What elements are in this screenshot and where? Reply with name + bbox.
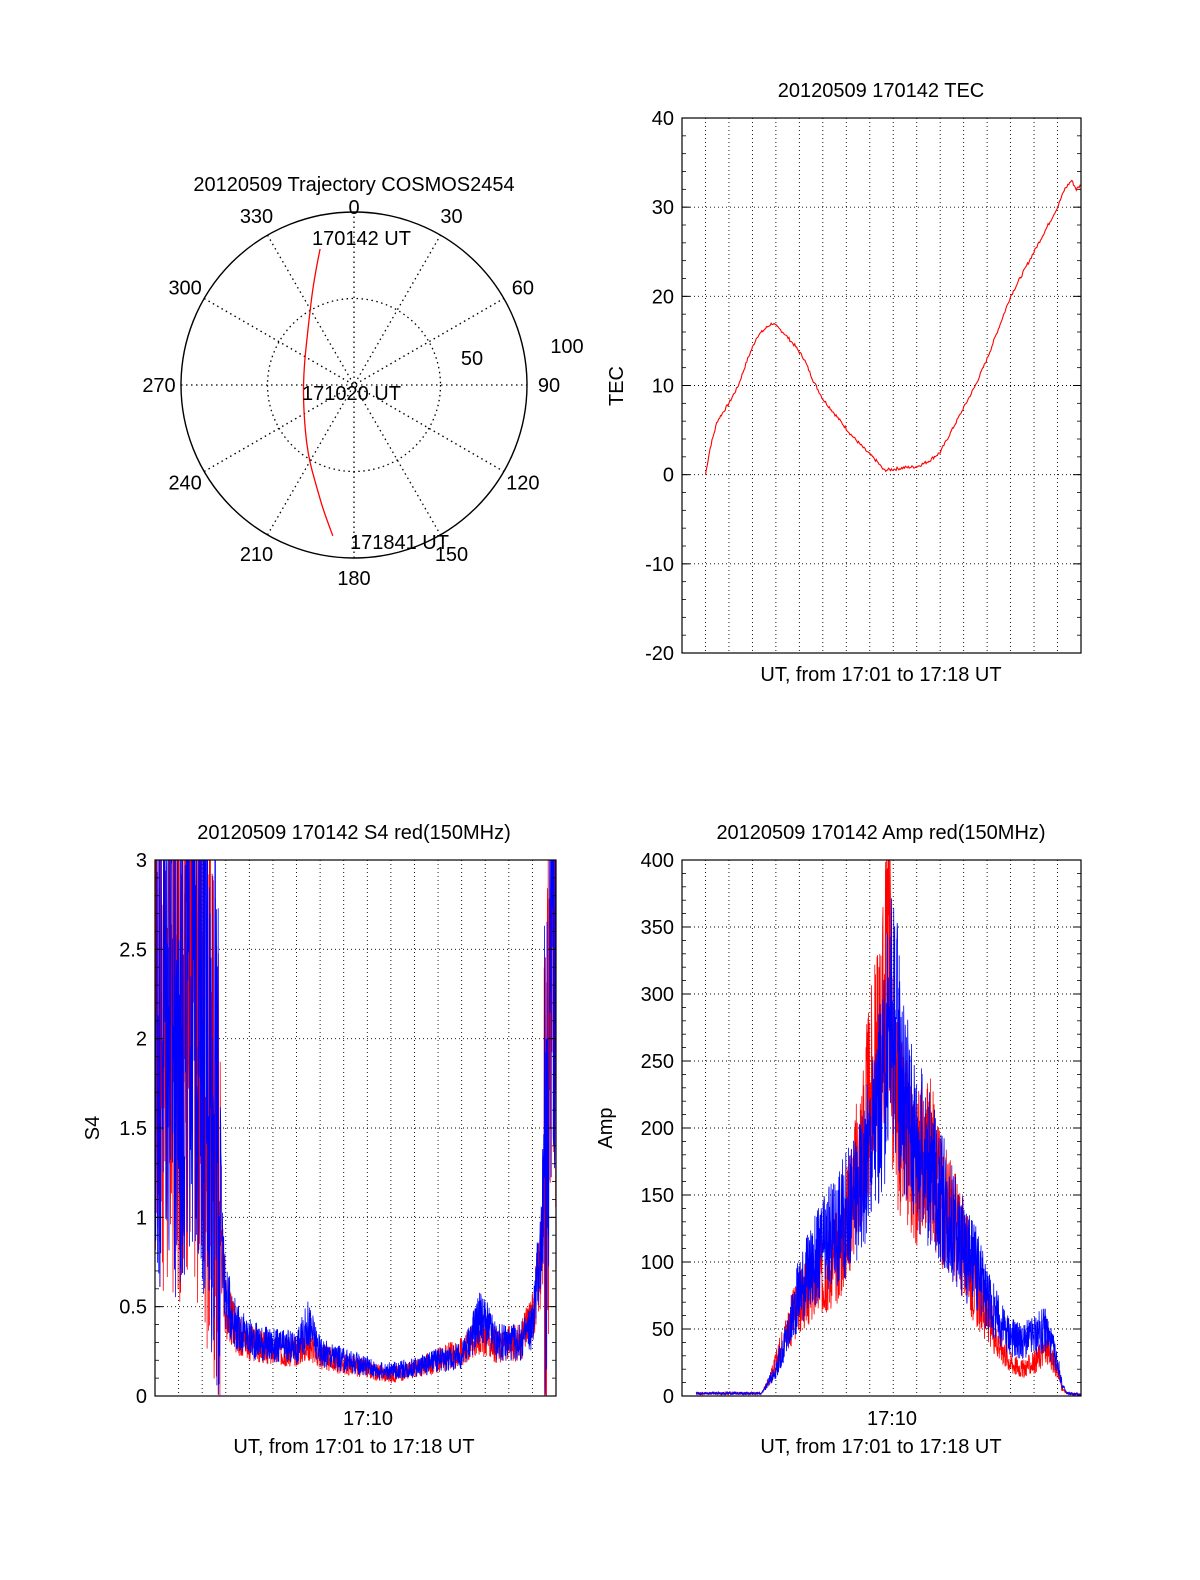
tec-title: 20120509 170142 TEC <box>778 80 984 102</box>
polar-trajectory-line <box>302 248 334 537</box>
y-tick-label: 0 <box>136 1386 147 1408</box>
polar-azimuth-label: 150 <box>435 544 468 566</box>
polar-time-mid: 171020 UT <box>302 383 401 405</box>
y-tick-label: 200 <box>641 1118 674 1140</box>
s4-xtick-label: 17:10 <box>343 1408 393 1430</box>
y-tick-label: 250 <box>641 1051 674 1073</box>
y-tick-label: 20 <box>652 286 674 308</box>
series-line-blue <box>695 898 1081 1396</box>
polar-azimuth-label: 240 <box>168 473 201 495</box>
polar-azimuth-label: 180 <box>337 568 370 590</box>
tec-ylabel: TEC <box>606 366 628 406</box>
s4-ylabel: S4 <box>82 1116 104 1140</box>
polar-radial-label-100: 100 <box>550 336 583 358</box>
s4-y-ticks: 0 0.5 1 1.5 2 2.5 3 <box>119 850 556 1408</box>
y-tick-label: 2.5 <box>119 939 147 961</box>
y-tick-label: 50 <box>652 1319 674 1341</box>
y-tick-label: 1.5 <box>119 1118 147 1140</box>
y-tick-label: 0.5 <box>119 1297 147 1319</box>
polar-time-end: 171841 UT <box>350 532 449 554</box>
polar-azimuth-label: 0 <box>348 197 359 219</box>
amp-y-ticks: 0 50 100 150 200 250 300 350 400 <box>641 850 1081 1408</box>
y-tick-label: 10 <box>652 376 674 398</box>
y-tick-label: 0 <box>663 465 674 487</box>
amp-series <box>695 860 1081 1396</box>
y-tick-label: -10 <box>645 554 674 576</box>
polar-grid <box>180 211 528 559</box>
polar-azimuth-label: 60 <box>512 278 534 300</box>
s4-series <box>155 860 556 1396</box>
polar-azimuth-label: 330 <box>240 206 273 228</box>
y-tick-label: 1 <box>136 1207 147 1229</box>
polar-azimuth-label: 90 <box>538 375 560 397</box>
tec-panel: 20120509 170142 TEC -20 -10 0 10 20 30 40 UT, … <box>606 80 1082 686</box>
s4-grid <box>155 860 556 1396</box>
y-tick-label: 2 <box>136 1029 147 1051</box>
amp-xlabel: UT, from 17:01 to 17:18 UT <box>760 1436 1001 1458</box>
s4-xlabel: UT, from 17:01 to 17:18 UT <box>233 1436 474 1458</box>
amp-panel: 20120509 170142 Amp red(150MHz) 0 50 100 15… <box>595 822 1082 1458</box>
y-tick-label: 350 <box>641 917 674 939</box>
polar-azimuth-label: 120 <box>506 473 539 495</box>
y-tick-label: 150 <box>641 1185 674 1207</box>
polar-title: 20120509 Trajectory COSMOS2454 <box>193 174 514 196</box>
amp-xtick-label: 17:10 <box>867 1408 917 1430</box>
amp-title: 20120509 170142 Amp red(150MHz) <box>716 822 1045 844</box>
polar-azimuth-label: 30 <box>440 206 462 228</box>
tec-frame <box>681 117 1082 654</box>
polar-azimuth-label: 210 <box>240 544 273 566</box>
s4-panel: 20120509 170142 S4 red(150MHz) 0 0.5 1 1.5 2… <box>82 822 557 1458</box>
series-line-red <box>704 179 1081 475</box>
y-tick-label: 40 <box>652 108 674 130</box>
polar-radial-label-50: 50 <box>461 348 483 370</box>
polar-azimuth-label: 270 <box>142 375 175 397</box>
tec-y-ticks: -20 -10 0 10 20 30 40 <box>645 108 1081 665</box>
y-tick-label: 30 <box>652 197 674 219</box>
series-line-blue <box>155 860 556 1395</box>
polar-azimuth-label: 300 <box>168 278 201 300</box>
y-tick-label: 100 <box>641 1252 674 1274</box>
y-tick-label: -20 <box>645 643 674 665</box>
y-tick-label: 0 <box>663 1386 674 1408</box>
polar-panel: 20120509 Trajectory COSMOS2454 0 30 60 90 12… <box>142 174 583 590</box>
y-tick-label: 3 <box>136 850 147 872</box>
s4-title: 20120509 170142 S4 red(150MHz) <box>197 822 511 844</box>
polar-azimuth-labels: 0 30 60 90 120 150 180 210 240 270 300 330 <box>142 197 560 590</box>
tec-xlabel: UT, from 17:01 to 17:18 UT <box>760 664 1001 686</box>
series-line-red <box>696 860 1081 1396</box>
y-tick-label: 300 <box>641 984 674 1006</box>
y-tick-label: 400 <box>641 850 674 872</box>
tec-series <box>704 179 1081 475</box>
polar-time-start: 170142 UT <box>312 228 411 250</box>
tec-grid <box>682 118 1081 653</box>
amp-ylabel: Amp <box>595 1107 617 1148</box>
